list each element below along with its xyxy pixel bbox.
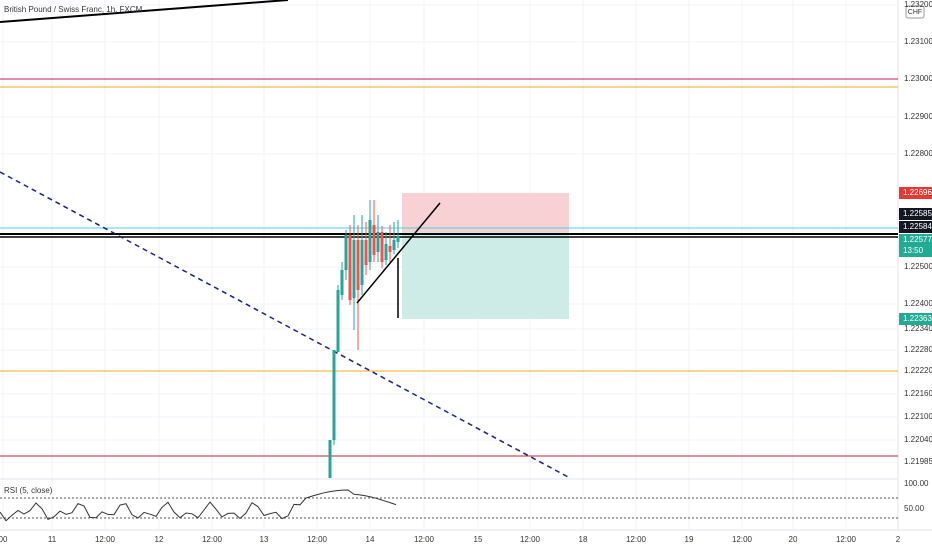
candle-body: [332, 350, 336, 440]
price-badge: [899, 208, 932, 220]
rsi-title: RSI (5, close): [4, 486, 53, 495]
candle-body: [328, 440, 332, 478]
time-label: 18: [579, 535, 588, 544]
currency-badge: [905, 5, 925, 19]
price-label: 1.22220: [904, 366, 932, 375]
price-label: 1.22800: [904, 149, 932, 158]
candle-body: [384, 244, 388, 260]
time-label: 12:00: [95, 535, 116, 544]
stop-zone: [402, 193, 569, 232]
time-label: 12:00: [520, 535, 541, 544]
time-label: 15: [474, 535, 483, 544]
candle-body: [356, 240, 360, 290]
chart-title: British Pound / Swiss Franc, 1h, FXCM: [4, 5, 143, 14]
price-badge-label: 13:50: [903, 246, 924, 255]
time-label: 00: [0, 535, 8, 544]
candle-body: [380, 232, 384, 262]
candle-body: [352, 240, 356, 298]
candle-body: [340, 270, 344, 295]
time-label: 12:00: [836, 535, 857, 544]
price-badge-label: 1.22585: [903, 209, 932, 218]
price-badge-label: 1.22696: [903, 188, 932, 197]
price-badge-label: 1.22584: [903, 222, 932, 231]
time-label: 19: [685, 535, 694, 544]
price-label: 1.22160: [904, 389, 932, 398]
rsi-label: 100.00: [904, 479, 929, 488]
time-label: 12:00: [414, 535, 435, 544]
price-label: 1.22400: [904, 299, 932, 308]
candle-body: [344, 235, 348, 270]
candle-body: [396, 236, 400, 242]
candle-body: [360, 240, 364, 285]
candle-body: [392, 240, 396, 250]
price-label: 1.23100: [904, 37, 932, 46]
time-label: 13: [260, 535, 269, 544]
price-label: 1.22280: [904, 345, 932, 354]
time-label: 11: [48, 535, 57, 544]
price-label: 1.22100: [904, 412, 932, 421]
candles: [328, 200, 400, 478]
time-label: 12:00: [307, 535, 328, 544]
price-badge: [899, 234, 932, 246]
time-label: 12: [155, 535, 164, 544]
price-badge-label: 1.22363: [903, 314, 932, 323]
time-label: 20: [789, 535, 798, 544]
price-badge: [899, 245, 932, 257]
trend-line: [356, 202, 441, 304]
time-label: 12:00: [202, 535, 223, 544]
rsi-line: [0, 489, 397, 522]
time-label: 2: [896, 535, 901, 544]
candle-body: [348, 235, 352, 300]
time-label: 14: [366, 535, 375, 544]
price-label: 1.22500: [904, 262, 932, 271]
price-label: 1.22340: [904, 324, 932, 333]
candle-body: [388, 246, 392, 252]
price-badge-label: 1.22577: [903, 235, 932, 244]
candle-body: [364, 240, 368, 265]
price-badge: [899, 313, 932, 325]
time-label: 12:00: [732, 535, 753, 544]
target-zone: [402, 232, 569, 319]
price-label: 1.22900: [904, 112, 932, 121]
trend-line: [0, 0, 289, 23]
time-label: 12:00: [626, 535, 647, 544]
price-label: 1.23000: [904, 74, 932, 83]
rsi-label: 50.00: [904, 504, 925, 513]
price-label: 1.21985: [904, 457, 932, 466]
price-badges: 1.22696 1.22585 1.22584 1.22577 13:50 1.22363: [899, 187, 932, 325]
price-label: 1.22040: [904, 435, 932, 444]
price-badge: [899, 187, 932, 199]
price-label: 1.23200: [904, 0, 932, 9]
currency-label: CHF: [908, 9, 922, 16]
candle-body: [372, 225, 376, 255]
candle-body: [368, 220, 372, 262]
candle-body: [376, 232, 380, 252]
candle-body: [336, 290, 340, 352]
price-badge: [899, 221, 932, 233]
